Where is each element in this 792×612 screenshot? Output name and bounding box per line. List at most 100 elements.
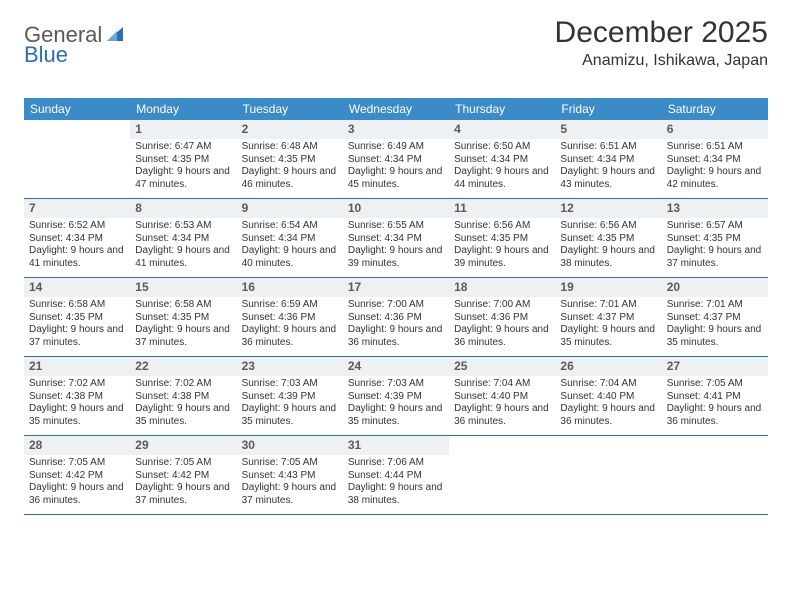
day-number: 10 bbox=[343, 199, 449, 218]
day-cell: 8Sunrise: 6:53 AMSunset: 4:34 PMDaylight… bbox=[130, 199, 236, 277]
sunset-text: Sunset: 4:34 PM bbox=[560, 154, 656, 167]
sunset-text: Sunset: 4:36 PM bbox=[454, 312, 550, 325]
day-cell: 10Sunrise: 6:55 AMSunset: 4:34 PMDayligh… bbox=[343, 199, 449, 277]
day-number: 11 bbox=[449, 199, 555, 218]
sunset-text: Sunset: 4:34 PM bbox=[348, 233, 444, 246]
day-cell: 31Sunrise: 7:06 AMSunset: 4:44 PMDayligh… bbox=[343, 436, 449, 514]
sunrise-text: Sunrise: 6:51 AM bbox=[560, 141, 656, 154]
sunset-text: Sunset: 4:35 PM bbox=[667, 233, 763, 246]
daylight-text: Daylight: 9 hours and 46 minutes. bbox=[242, 166, 338, 191]
daylight-text: Daylight: 9 hours and 37 minutes. bbox=[135, 482, 231, 507]
daylight-text: Daylight: 9 hours and 37 minutes. bbox=[29, 324, 125, 349]
day-number: 27 bbox=[662, 357, 768, 376]
day-body: Sunrise: 6:53 AMSunset: 4:34 PMDaylight:… bbox=[130, 218, 236, 274]
day-body: Sunrise: 6:47 AMSunset: 4:35 PMDaylight:… bbox=[130, 139, 236, 195]
daylight-text: Daylight: 9 hours and 41 minutes. bbox=[135, 245, 231, 270]
daylight-text: Daylight: 9 hours and 39 minutes. bbox=[454, 245, 550, 270]
day-cell: 17Sunrise: 7:00 AMSunset: 4:36 PMDayligh… bbox=[343, 278, 449, 356]
day-body: Sunrise: 6:56 AMSunset: 4:35 PMDaylight:… bbox=[449, 218, 555, 274]
sunrise-text: Sunrise: 6:55 AM bbox=[348, 220, 444, 233]
day-number: 1 bbox=[130, 120, 236, 139]
sunset-text: Sunset: 4:35 PM bbox=[135, 154, 231, 167]
day-cell: 24Sunrise: 7:03 AMSunset: 4:39 PMDayligh… bbox=[343, 357, 449, 435]
day-cell: 2Sunrise: 6:48 AMSunset: 4:35 PMDaylight… bbox=[237, 120, 343, 198]
sunrise-text: Sunrise: 6:48 AM bbox=[242, 141, 338, 154]
day-body: Sunrise: 7:00 AMSunset: 4:36 PMDaylight:… bbox=[343, 297, 449, 353]
day-number: 18 bbox=[449, 278, 555, 297]
sunset-text: Sunset: 4:39 PM bbox=[348, 391, 444, 404]
day-number: 13 bbox=[662, 199, 768, 218]
day-number: 20 bbox=[662, 278, 768, 297]
daylight-text: Daylight: 9 hours and 45 minutes. bbox=[348, 166, 444, 191]
day-cell: 13Sunrise: 6:57 AMSunset: 4:35 PMDayligh… bbox=[662, 199, 768, 277]
day-body: Sunrise: 6:51 AMSunset: 4:34 PMDaylight:… bbox=[662, 139, 768, 195]
brand-blue-wrap: Blue bbox=[24, 42, 68, 68]
sunrise-text: Sunrise: 6:56 AM bbox=[454, 220, 550, 233]
sunrise-text: Sunrise: 7:03 AM bbox=[348, 378, 444, 391]
day-body: Sunrise: 7:01 AMSunset: 4:37 PMDaylight:… bbox=[662, 297, 768, 353]
sunrise-text: Sunrise: 7:01 AM bbox=[667, 299, 763, 312]
sunrise-text: Sunrise: 6:57 AM bbox=[667, 220, 763, 233]
dow-wednesday: Wednesday bbox=[343, 98, 449, 120]
day-cell: 29Sunrise: 7:05 AMSunset: 4:42 PMDayligh… bbox=[130, 436, 236, 514]
daylight-text: Daylight: 9 hours and 35 minutes. bbox=[667, 324, 763, 349]
day-number: 28 bbox=[24, 436, 130, 455]
calendar-grid: Sunday Monday Tuesday Wednesday Thursday… bbox=[24, 98, 768, 515]
day-body: Sunrise: 6:58 AMSunset: 4:35 PMDaylight:… bbox=[130, 297, 236, 353]
day-number: 6 bbox=[662, 120, 768, 139]
daylight-text: Daylight: 9 hours and 36 minutes. bbox=[454, 403, 550, 428]
day-number: 15 bbox=[130, 278, 236, 297]
day-number: 8 bbox=[130, 199, 236, 218]
sunrise-text: Sunrise: 7:00 AM bbox=[348, 299, 444, 312]
day-cell: . bbox=[24, 120, 130, 198]
sunset-text: Sunset: 4:42 PM bbox=[135, 470, 231, 483]
sunrise-text: Sunrise: 6:54 AM bbox=[242, 220, 338, 233]
sunset-text: Sunset: 4:35 PM bbox=[29, 312, 125, 325]
day-number: 31 bbox=[343, 436, 449, 455]
day-body: Sunrise: 7:04 AMSunset: 4:40 PMDaylight:… bbox=[555, 376, 661, 432]
daylight-text: Daylight: 9 hours and 47 minutes. bbox=[135, 166, 231, 191]
sunset-text: Sunset: 4:34 PM bbox=[667, 154, 763, 167]
sunset-text: Sunset: 4:40 PM bbox=[454, 391, 550, 404]
sunrise-text: Sunrise: 7:05 AM bbox=[135, 457, 231, 470]
sunset-text: Sunset: 4:37 PM bbox=[667, 312, 763, 325]
daylight-text: Daylight: 9 hours and 42 minutes. bbox=[667, 166, 763, 191]
sunset-text: Sunset: 4:35 PM bbox=[242, 154, 338, 167]
sunrise-text: Sunrise: 6:51 AM bbox=[667, 141, 763, 154]
sunrise-text: Sunrise: 7:04 AM bbox=[560, 378, 656, 391]
sunrise-text: Sunrise: 7:01 AM bbox=[560, 299, 656, 312]
day-cell: 4Sunrise: 6:50 AMSunset: 4:34 PMDaylight… bbox=[449, 120, 555, 198]
sunset-text: Sunset: 4:35 PM bbox=[135, 312, 231, 325]
logo-sail-icon bbox=[105, 23, 125, 48]
day-cell: 15Sunrise: 6:58 AMSunset: 4:35 PMDayligh… bbox=[130, 278, 236, 356]
day-cell: 23Sunrise: 7:03 AMSunset: 4:39 PMDayligh… bbox=[237, 357, 343, 435]
day-number: 4 bbox=[449, 120, 555, 139]
day-body: Sunrise: 7:05 AMSunset: 4:42 PMDaylight:… bbox=[24, 455, 130, 511]
daylight-text: Daylight: 9 hours and 36 minutes. bbox=[667, 403, 763, 428]
header: General December 2025 Anamizu, Ishikawa,… bbox=[24, 16, 768, 70]
day-number: 22 bbox=[130, 357, 236, 376]
day-number: 7 bbox=[24, 199, 130, 218]
day-cell: . bbox=[662, 436, 768, 514]
day-number: 25 bbox=[449, 357, 555, 376]
day-number: 5 bbox=[555, 120, 661, 139]
title-block: December 2025 Anamizu, Ishikawa, Japan bbox=[555, 16, 768, 70]
daylight-text: Daylight: 9 hours and 35 minutes. bbox=[348, 403, 444, 428]
day-number: 21 bbox=[24, 357, 130, 376]
day-body: Sunrise: 7:03 AMSunset: 4:39 PMDaylight:… bbox=[237, 376, 343, 432]
daylight-text: Daylight: 9 hours and 36 minutes. bbox=[242, 324, 338, 349]
sunset-text: Sunset: 4:36 PM bbox=[348, 312, 444, 325]
day-cell: . bbox=[449, 436, 555, 514]
day-number: 17 bbox=[343, 278, 449, 297]
daylight-text: Daylight: 9 hours and 41 minutes. bbox=[29, 245, 125, 270]
sunset-text: Sunset: 4:39 PM bbox=[242, 391, 338, 404]
day-cell: 14Sunrise: 6:58 AMSunset: 4:35 PMDayligh… bbox=[24, 278, 130, 356]
sunrise-text: Sunrise: 6:56 AM bbox=[560, 220, 656, 233]
day-cell: 27Sunrise: 7:05 AMSunset: 4:41 PMDayligh… bbox=[662, 357, 768, 435]
dow-sunday: Sunday bbox=[24, 98, 130, 120]
weeks-container: .1Sunrise: 6:47 AMSunset: 4:35 PMDayligh… bbox=[24, 120, 768, 515]
sunrise-text: Sunrise: 7:05 AM bbox=[242, 457, 338, 470]
day-number: 19 bbox=[555, 278, 661, 297]
month-title: December 2025 bbox=[555, 16, 768, 50]
day-body: Sunrise: 7:05 AMSunset: 4:41 PMDaylight:… bbox=[662, 376, 768, 432]
